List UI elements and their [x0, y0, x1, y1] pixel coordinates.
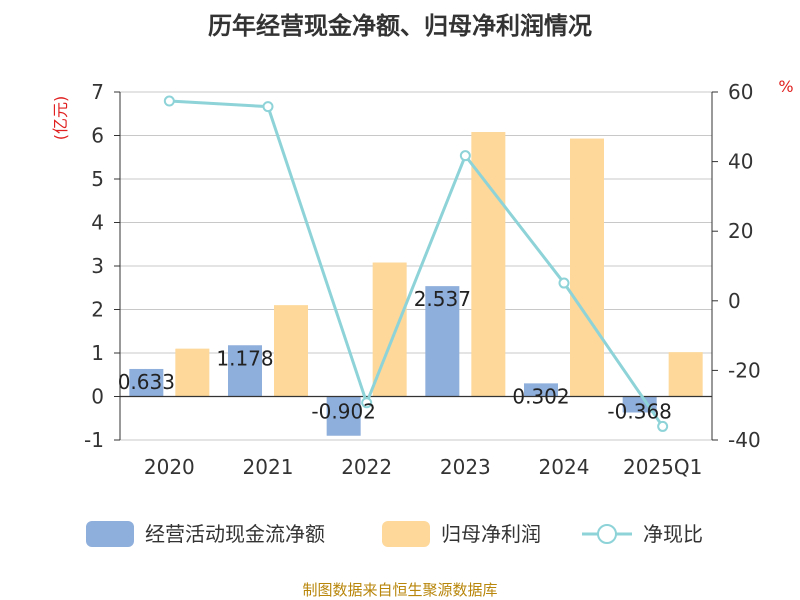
- ratio-point-2020: [163, 95, 175, 107]
- left-axis-ticks: -1 0 1 2 3 4 5 6 7: [84, 80, 120, 452]
- ratio-line: [169, 99, 664, 428]
- left-tick-label: 5: [91, 167, 104, 191]
- ratio-point-2022: [361, 397, 373, 409]
- x-tick-label: 2021: [243, 455, 294, 479]
- left-tick-label: -1: [84, 428, 104, 452]
- data-label-cashflow-2020: 0.633: [118, 370, 175, 394]
- legend-label-cashflow: 经营活动现金流净额: [145, 522, 325, 546]
- x-axis-ticks: 2020 2021 2022 2023 2024 2025Q1: [144, 455, 702, 479]
- left-tick-label: 1: [91, 341, 104, 365]
- chart-title: 历年经营现金净额、归母净利润情况: [208, 12, 592, 40]
- right-tick-label: -20: [728, 358, 761, 382]
- legend-swatch-ratio-marker: [597, 524, 617, 544]
- x-tick-label: 2025Q1: [623, 455, 702, 479]
- left-tick-label: 3: [91, 254, 104, 278]
- ratio-point-2024: [558, 277, 570, 289]
- right-tick-label: -40: [728, 428, 761, 452]
- right-axis-ticks: -40 -20 0 20 40 60: [712, 80, 761, 452]
- legend-label-ratio: 净现比: [643, 522, 703, 546]
- x-tick-label: 2023: [440, 455, 491, 479]
- right-axis-unit: %: [778, 77, 793, 96]
- left-tick-label: 4: [91, 211, 104, 235]
- right-tick-label: 0: [728, 289, 741, 313]
- legend-swatch-cashflow: [86, 521, 134, 547]
- bar-net-profit-2021: [274, 305, 308, 397]
- legend: 经营活动现金流净额 归母净利润 净现比: [86, 521, 703, 547]
- bar-cashflow-2024: [524, 383, 558, 397]
- bar-cashflow-2021: [228, 345, 262, 397]
- right-tick-label: 60: [728, 80, 753, 104]
- data-labels: 0.633 1.178 -0.902 2.537 0.302 -0.368: [118, 287, 672, 423]
- right-tick-label: 40: [728, 150, 753, 174]
- axes: [119, 92, 713, 440]
- data-label-cashflow-2023: 2.537: [414, 287, 471, 311]
- left-tick-label: 7: [91, 80, 104, 104]
- line-series: [163, 95, 669, 432]
- x-tick-label: 2022: [341, 455, 392, 479]
- data-label-cashflow-2024: 0.302: [512, 384, 569, 408]
- data-label-cashflow-2025Q1: -0.368: [607, 400, 671, 424]
- ratio-point-2021: [262, 101, 274, 113]
- legend-swatch-net-profit: [382, 521, 430, 547]
- bar-cashflow-2023: [425, 286, 460, 397]
- bar-group: [129, 132, 703, 436]
- bar-cashflow-2025Q1: [622, 396, 657, 413]
- legend-label-net-profit: 归母净利润: [441, 522, 541, 546]
- data-label-cashflow-2021: 1.178: [216, 346, 273, 370]
- bar-cashflow-2022: [326, 396, 361, 436]
- bar-net-profit-2024: [570, 138, 604, 397]
- bar-cashflow-2020: [129, 368, 164, 397]
- left-tick-label: 0: [91, 385, 104, 409]
- x-tick-label: 2020: [144, 455, 195, 479]
- x-tick-label: 2024: [539, 455, 590, 479]
- left-tick-label: 2: [91, 298, 104, 322]
- left-axis-unit: (亿元): [51, 96, 70, 141]
- right-tick-label: 20: [728, 219, 753, 243]
- bar-net-profit-2025Q1: [668, 352, 703, 397]
- source-note: 制图数据来自恒生聚源数据库: [302, 581, 497, 599]
- ratio-point-2025Q1: [657, 420, 669, 432]
- bar-net-profit-2023: [471, 132, 506, 397]
- ratio-point-2023: [459, 150, 471, 162]
- data-label-cashflow-2022: -0.902: [311, 400, 375, 424]
- left-tick-label: 6: [91, 124, 104, 148]
- bar-net-profit-2020: [175, 348, 210, 397]
